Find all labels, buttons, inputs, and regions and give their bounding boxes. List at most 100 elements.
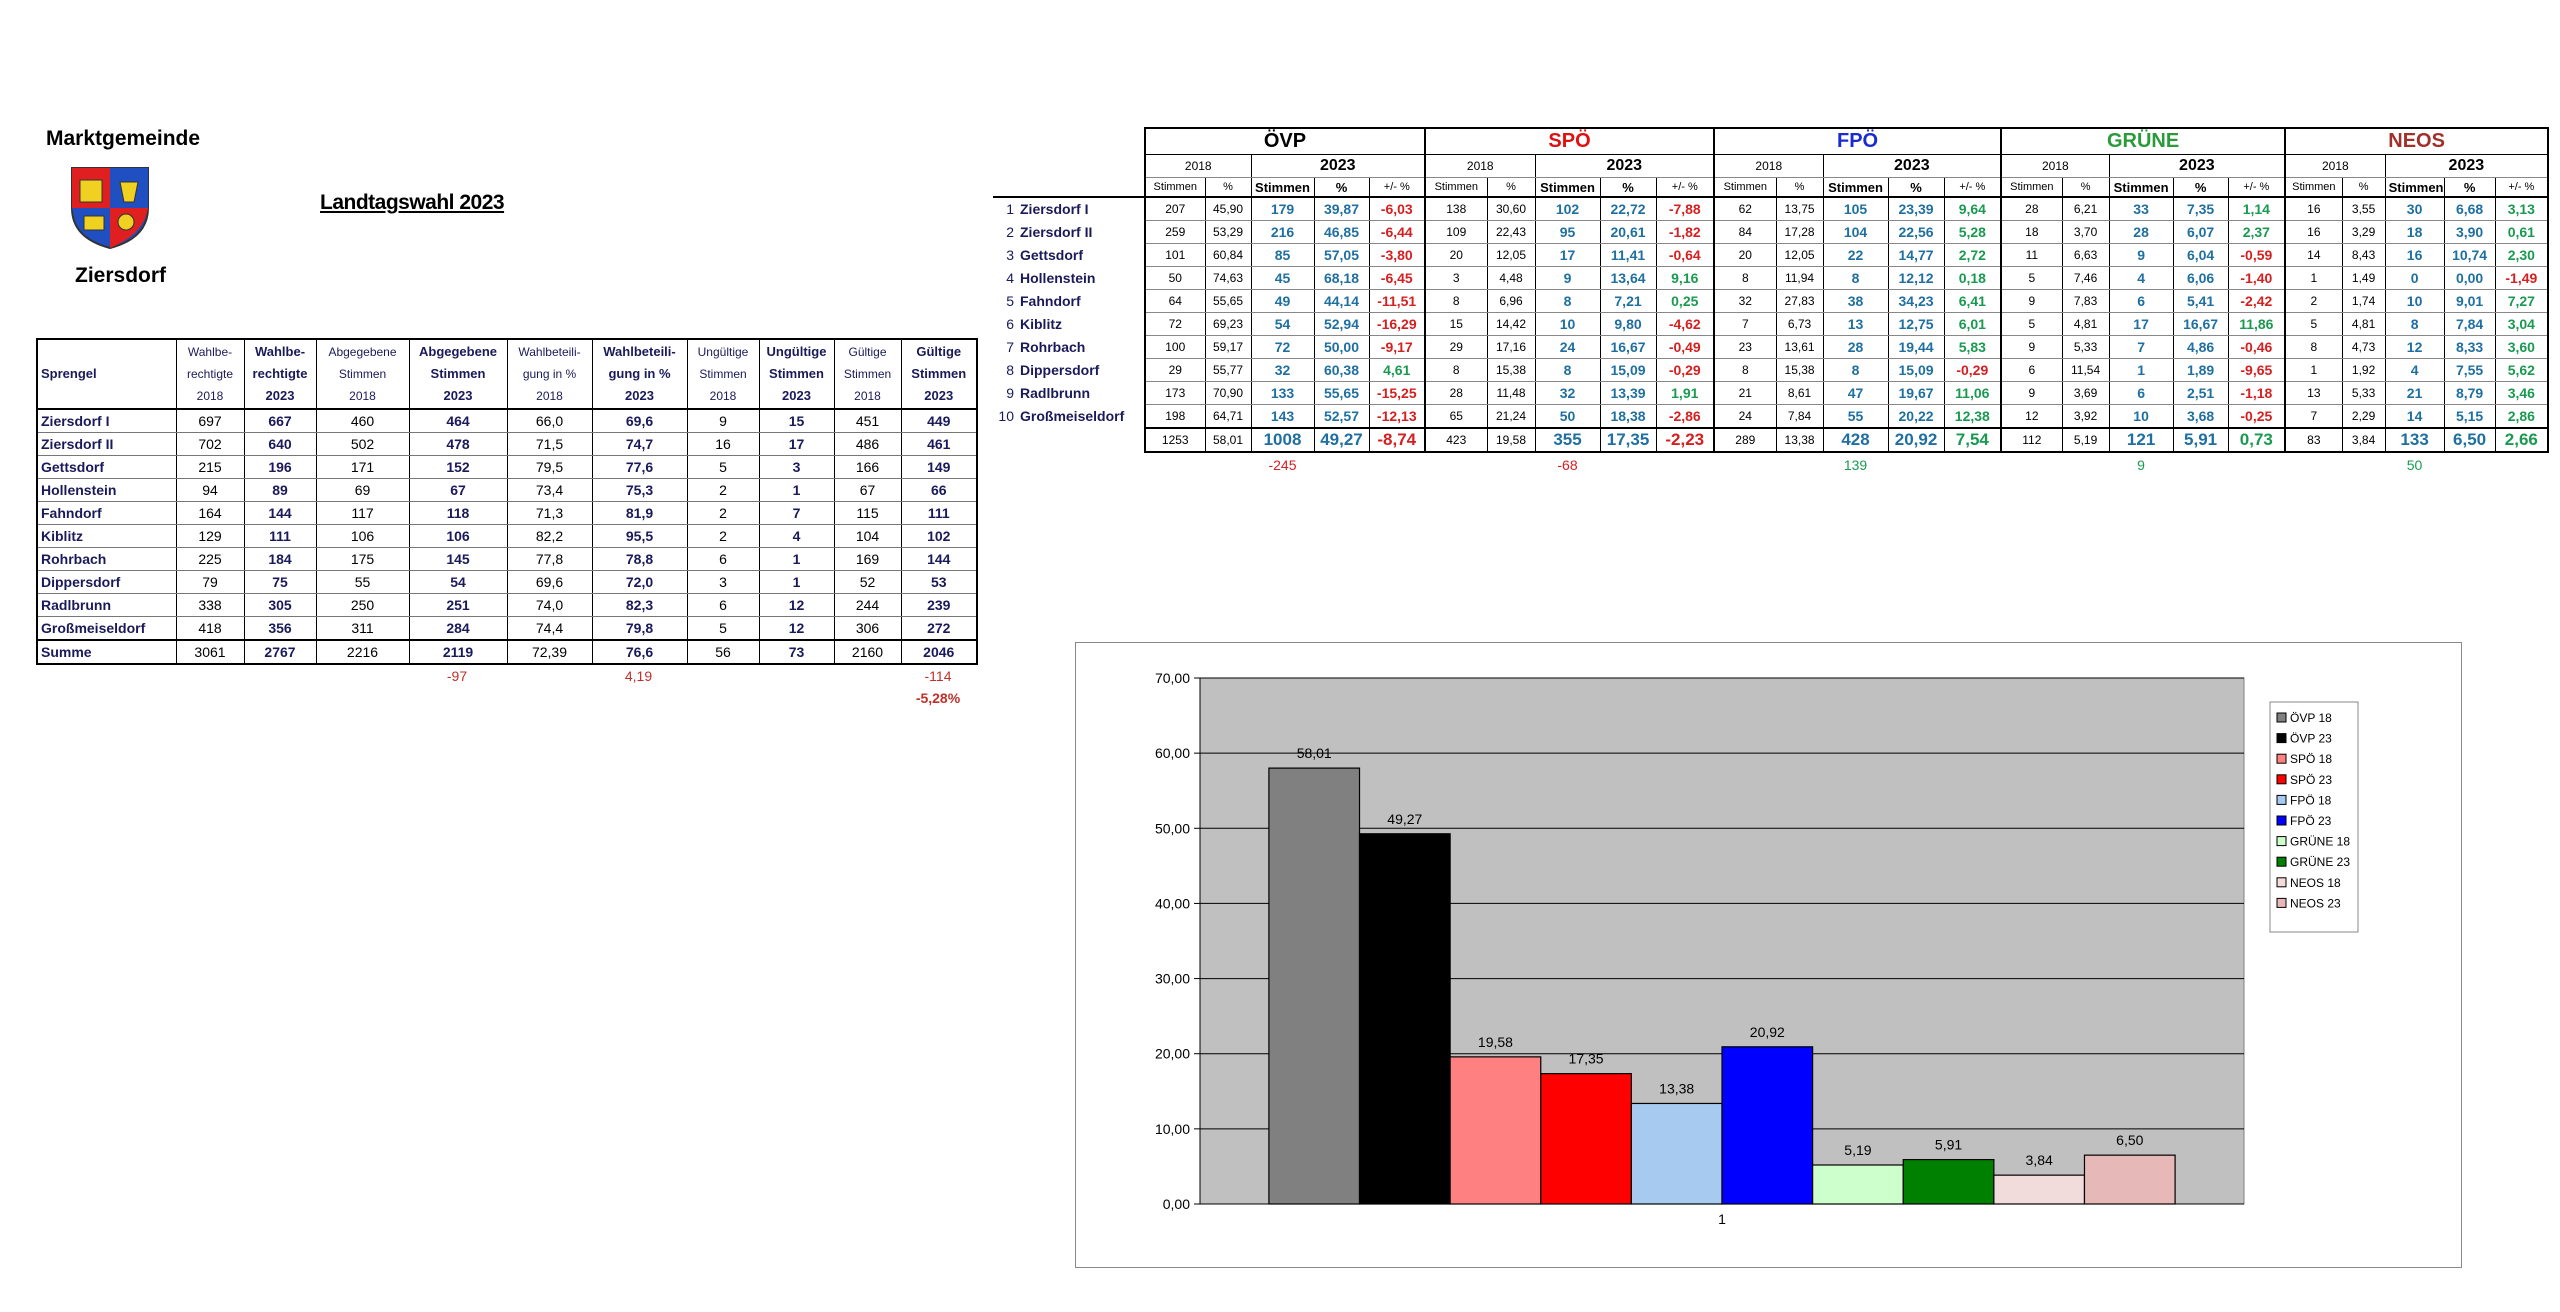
row-label: Ziersdorf I: [36, 409, 176, 433]
cell: 7,27: [2494, 289, 2550, 313]
cell: 11,48: [1486, 381, 1536, 405]
cell: 29: [1144, 358, 1205, 382]
header-line: 2023: [924, 388, 954, 403]
cell: 6,41: [1943, 289, 2002, 313]
cell: 59,17: [1204, 335, 1251, 359]
table-row: 7 Rohrbach 100 59,17 72 50,00 -9,17 29 17,16 24 16…: [993, 335, 2550, 359]
cell: 3,55: [2341, 197, 2386, 221]
cell: 69,6: [591, 409, 687, 433]
subheader: Stimmen: [1424, 177, 1488, 198]
cell: 1: [2284, 266, 2343, 290]
cell: 451: [833, 409, 901, 433]
cell: -8,74: [1368, 427, 1426, 453]
party-difference: 50: [2406, 457, 2423, 473]
subheader: %: [1599, 177, 1657, 198]
value-label: 3,84: [2026, 1152, 2053, 1168]
cell: 17: [758, 432, 834, 456]
year: 2023: [2108, 154, 2286, 178]
header-line: 2023: [782, 388, 811, 403]
x-tick-label: 1: [1718, 1211, 1726, 1227]
cell: 418: [175, 616, 244, 641]
cell: 4,61: [1368, 358, 1426, 382]
cell: 9: [2000, 381, 2063, 405]
cell: 104: [833, 524, 901, 548]
cell: 115: [833, 501, 901, 525]
cell: 5,33: [2341, 381, 2386, 405]
legend-label: NEOS 18: [2290, 876, 2341, 890]
value-label: 20,92: [1750, 1024, 1785, 1040]
cell: -11,51: [1368, 289, 1426, 313]
bar: [1268, 767, 1361, 1205]
cell: 2216: [315, 639, 409, 665]
cell: 2,29: [2341, 404, 2386, 429]
cell: 486: [833, 432, 901, 456]
cell: 62: [1713, 197, 1777, 221]
cell: 0,73: [2227, 427, 2286, 453]
cell: 8: [2284, 335, 2343, 359]
cell: 17,16: [1486, 335, 1536, 359]
cell: 13,39: [1599, 381, 1657, 405]
legend-swatch: [2276, 815, 2287, 826]
cell: 1,74: [2341, 289, 2386, 313]
cell: 169: [833, 547, 901, 571]
cell: 10: [1534, 312, 1601, 336]
value-label: 13,38: [1659, 1080, 1694, 1096]
cell: 0,00: [2443, 266, 2496, 290]
subheader: Stimmen: [2000, 177, 2063, 198]
blank: [993, 128, 1017, 155]
cell: 102: [900, 524, 977, 548]
cell: 16,67: [1599, 335, 1657, 359]
cell: 17,35: [1599, 427, 1657, 453]
value-label: 6,50: [2116, 1132, 2143, 1148]
row-label: Rohrbach: [36, 547, 176, 571]
cell: 72,0: [591, 570, 687, 594]
cell: -0,46: [2227, 335, 2286, 359]
cell: 32: [1250, 358, 1314, 382]
cell: 94: [175, 478, 244, 502]
cell: 4: [2108, 266, 2174, 290]
row-label: Summe: [36, 639, 176, 665]
cell: 1,14: [2227, 197, 2286, 221]
cell: 7,83: [2061, 289, 2110, 313]
row-number: 7: [1006, 339, 1014, 355]
header-line: Stimmen: [843, 367, 892, 381]
cell: 7,84: [1775, 404, 1824, 429]
subheader: %: [1313, 177, 1369, 198]
header-line: Stimmen: [769, 366, 824, 381]
cell: 106: [408, 524, 507, 548]
header-line: Stimmen: [699, 367, 747, 381]
cell: 2,66: [2494, 427, 2550, 453]
cell: 1,49: [2341, 266, 2386, 290]
cell: 6,73: [1775, 312, 1824, 336]
cell: 1,92: [2341, 358, 2386, 382]
cell: 8,61: [1775, 381, 1824, 405]
cell: 8: [1424, 358, 1488, 382]
party-name: ÖVP: [1143, 127, 1426, 155]
year: 2018: [1424, 154, 1536, 178]
cell: 74,7: [591, 432, 687, 456]
cell: 171: [315, 455, 409, 479]
blank: [1017, 128, 1145, 155]
cell: 52,57: [1313, 404, 1369, 429]
cell: 46,85: [1313, 220, 1369, 244]
cell: 15: [758, 409, 834, 433]
cell: 11,54: [2061, 358, 2110, 382]
results-table: ÖVP SPÖ FPÖ GRÜNE NEOS 2018 2023 2018 2023 2018 20…: [993, 127, 2550, 453]
legend-label: FPÖ 18: [2290, 793, 2332, 807]
header-line: 2023: [443, 388, 473, 403]
cell: 6: [2108, 381, 2174, 405]
cell: 105: [1822, 197, 1889, 221]
cell: 305: [243, 593, 316, 617]
row-number: 8: [1006, 362, 1014, 378]
cell: 13,38: [1775, 427, 1824, 453]
cell: 55,65: [1313, 381, 1369, 405]
header-line: Wahlbeteili-: [603, 344, 676, 359]
cell: 1,91: [1655, 381, 1715, 405]
cell: 47: [1822, 381, 1889, 405]
cell: 144: [243, 501, 316, 525]
cell: 5,19: [2061, 427, 2110, 453]
blank: [993, 177, 1017, 198]
cell: 13,75: [1775, 197, 1824, 221]
cell: -0,29: [1943, 358, 2002, 382]
column-header: Ungültige Stimmen 2018: [686, 339, 759, 410]
